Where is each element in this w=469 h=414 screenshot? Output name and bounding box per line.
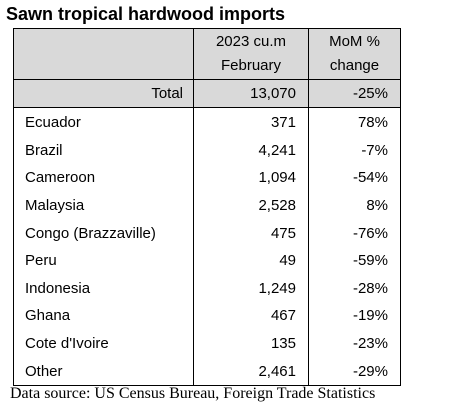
country-cell: Other	[13, 357, 194, 386]
country-cell: Peru	[13, 246, 194, 275]
volume-cell: 4,241	[193, 136, 309, 165]
mom-change-cell: -28%	[308, 274, 401, 303]
volume-cell: 371	[193, 107, 309, 137]
total-mom: -25%	[308, 79, 401, 108]
header-volume: 2023 cu.m February	[193, 28, 309, 80]
data-source-note: Data source: US Census Bureau, Foreign T…	[10, 385, 376, 402]
table-row: Cote d'Ivoire 135 -23%	[13, 329, 401, 358]
mom-change-cell: -7%	[308, 136, 401, 165]
table-row: Congo (Brazzaville) 475 -76%	[13, 219, 401, 247]
header-blank-cell	[13, 28, 194, 80]
mom-change-cell: -29%	[308, 357, 401, 386]
header-mom-line1: MoM %	[329, 33, 380, 50]
volume-cell: 2,461	[193, 357, 309, 386]
volume-cell: 475	[193, 219, 309, 247]
table-row: Ghana 467 -19%	[13, 302, 401, 330]
country-cell: Indonesia	[13, 274, 194, 303]
volume-cell: 2,528	[193, 191, 309, 220]
table-row: Cameroon 1,094 -54%	[13, 164, 401, 192]
total-label: Total	[13, 79, 194, 108]
header-volume-line1: 2023 cu.m	[215, 33, 287, 50]
country-cell: Cameroon	[13, 164, 194, 192]
header-row: 2023 cu.m February MoM % change	[13, 28, 401, 80]
table-row: Malaysia 2,528 8%	[13, 191, 401, 220]
header-mom-line2: change	[329, 57, 380, 74]
mom-change-cell: -54%	[308, 164, 401, 192]
volume-cell: 1,249	[193, 274, 309, 303]
total-row: Total 13,070 -25%	[13, 79, 401, 108]
imports-table: 2023 cu.m February MoM % change Total 13…	[13, 28, 401, 386]
country-cell: Brazil	[13, 136, 194, 165]
mom-change-cell: -76%	[308, 219, 401, 247]
country-cell: Congo (Brazzaville)	[13, 219, 194, 247]
table-row: Other 2,461 -29%	[13, 357, 401, 386]
mom-change-cell: -19%	[308, 302, 401, 330]
table-row: Ecuador 371 78%	[13, 107, 401, 137]
volume-cell: 135	[193, 329, 309, 358]
header-volume-line2: February	[220, 57, 282, 74]
country-cell: Ghana	[13, 302, 194, 330]
country-cell: Cote d'Ivoire	[13, 329, 194, 358]
table-row: Indonesia 1,249 -28%	[13, 274, 401, 303]
volume-cell: 467	[193, 302, 309, 330]
header-mom: MoM % change	[308, 28, 401, 80]
table-row: Brazil 4,241 -7%	[13, 136, 401, 165]
volume-cell: 49	[193, 246, 309, 275]
table-title: Sawn tropical hardwood imports	[6, 4, 286, 24]
volume-cell: 1,094	[193, 164, 309, 192]
mom-change-cell: -59%	[308, 246, 401, 275]
total-volume: 13,070	[193, 79, 309, 108]
country-cell: Ecuador	[13, 107, 194, 137]
mom-change-cell: 8%	[308, 191, 401, 220]
mom-change-cell: 78%	[308, 107, 401, 137]
country-cell: Malaysia	[13, 191, 194, 220]
table-row: Peru 49 -59%	[13, 246, 401, 275]
mom-change-cell: -23%	[308, 329, 401, 358]
